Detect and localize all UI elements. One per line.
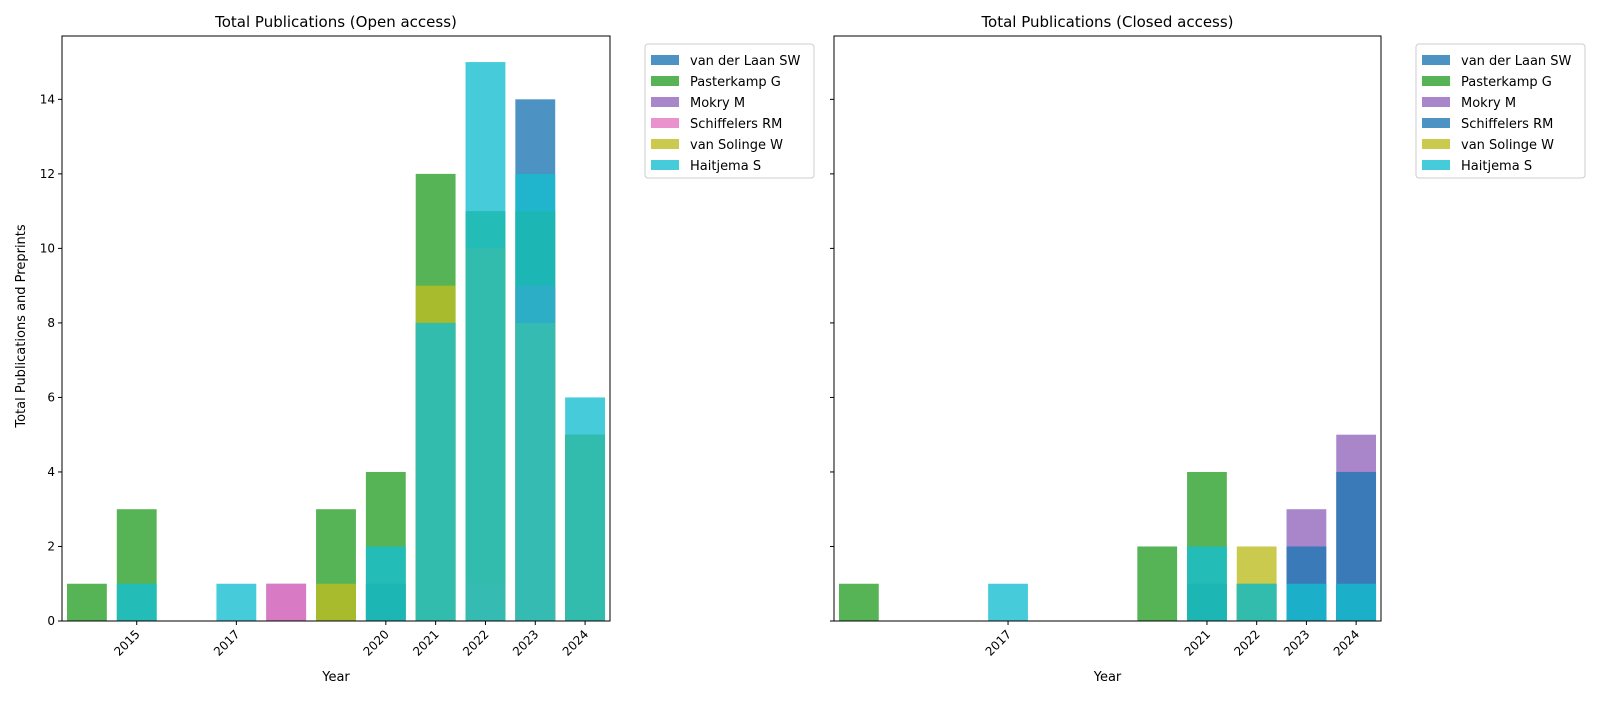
legend-swatch-schiffelers-rm — [1422, 118, 1450, 128]
legend-swatch-haitjema-s — [1422, 160, 1450, 170]
legend-box — [644, 43, 815, 179]
legend-swatch-van-solinge-w — [651, 139, 679, 149]
bar-haitjema-s-2022 — [465, 62, 506, 621]
x-axis-label: Year — [321, 670, 350, 685]
y-tick-label: 12 — [40, 167, 55, 181]
bar-haitjema-s-2015 — [116, 583, 157, 621]
x-tick-label: 2020 — [360, 627, 391, 658]
legend-swatch-van-der-laan-sw — [651, 55, 679, 65]
y-tick-label: 4 — [47, 465, 55, 479]
bar-schiffelers-rm-2018 — [266, 583, 307, 621]
legend-swatch-mokry-m — [1422, 97, 1450, 107]
y-tick-label: 14 — [40, 92, 55, 106]
legend-label-haitjema-s: Haitjema S — [690, 159, 761, 174]
bar-pasterkamp-g-2020 — [1137, 546, 1178, 621]
legend-label-van-solinge-w: van Solinge W — [690, 138, 783, 153]
bar-pasterkamp-g-2014 — [838, 583, 879, 621]
x-tick-label: 2023 — [510, 627, 541, 658]
legend-label-van-der-laan-sw: van der Laan SW — [1461, 54, 1572, 69]
legend-label-mokry-m: Mokry M — [690, 96, 745, 111]
x-tick-label: 2021 — [1182, 627, 1213, 658]
bars — [66, 62, 606, 622]
axes-frame — [833, 35, 1382, 622]
legend-swatch-pasterkamp-g — [1422, 76, 1450, 86]
legend-label-van-solinge-w: van Solinge W — [1461, 138, 1554, 153]
axes-frame — [61, 35, 611, 622]
legend-swatch-van-solinge-w — [1422, 139, 1450, 149]
legend-swatch-van-der-laan-sw — [1422, 55, 1450, 65]
bar-haitjema-s-2023 — [1286, 583, 1327, 621]
y-tick-label: 6 — [47, 390, 55, 404]
legend: van der Laan SW Pasterkamp G Mokry M Schiff… — [1415, 43, 1586, 179]
legend-swatch-haitjema-s — [651, 160, 679, 170]
x-tick-label: 2024 — [1331, 627, 1362, 658]
closed-access-panel: 2017 2021 2022 2023 2024 Total Publications (… — [830, 13, 1586, 685]
bar-haitjema-s-2020 — [365, 546, 406, 621]
bar-van-solinge-w-2019 — [316, 583, 356, 621]
chart-title: Total Publications (Open access) — [214, 13, 457, 31]
legend-swatch-pasterkamp-g — [651, 76, 679, 86]
bar-haitjema-s-2023 — [515, 173, 556, 621]
legend-swatch-mokry-m — [651, 97, 679, 107]
x-axis-label: Year — [1093, 670, 1122, 685]
legend-label-schiffelers-rm: Schiffelers RM — [1461, 117, 1553, 132]
x-tick-label: 2022 — [460, 627, 491, 658]
open-access-panel: 0 2 4 6 8 10 12 14 2015 2017 2020 2021 2022 2023 2024 T… — [40, 13, 815, 685]
legend-label-mokry-m: Mokry M — [1461, 96, 1516, 111]
y-tick-label: 10 — [40, 241, 55, 255]
legend-swatch-schiffelers-rm — [651, 118, 679, 128]
legend-label-schiffelers-rm: Schiffelers RM — [690, 117, 782, 132]
y-axis-label: Total Publications and Preprints — [14, 224, 29, 429]
bar-haitjema-s-2017 — [988, 583, 1028, 621]
bars — [838, 434, 1377, 621]
bar-haitjema-s-2017 — [216, 583, 257, 621]
bar-haitjema-s-2022 — [1236, 583, 1277, 621]
bar-haitjema-s-2021 — [415, 322, 456, 621]
x-tick-label: 2017 — [211, 627, 242, 658]
x-tick-label: 2024 — [560, 627, 591, 658]
legend-box — [1415, 43, 1586, 179]
x-tick-label: 2015 — [111, 627, 142, 658]
y-tick-label: 8 — [47, 316, 55, 330]
bar-haitjema-s-2024 — [1336, 583, 1377, 621]
x-tick-label: 2017 — [983, 627, 1014, 658]
legend-label-pasterkamp-g: Pasterkamp G — [690, 75, 781, 90]
x-tick-label: 2022 — [1231, 627, 1262, 658]
legend-label-pasterkamp-g: Pasterkamp G — [1461, 75, 1552, 90]
bar-pasterkamp-g-2014 — [66, 583, 107, 621]
x-tick-label: 2023 — [1281, 627, 1312, 658]
chart-title: Total Publications (Closed access) — [980, 13, 1233, 31]
legend-label-haitjema-s: Haitjema S — [1461, 159, 1532, 174]
x-tick-label: 2021 — [410, 627, 441, 658]
legend-label-van-der-laan-sw: van der Laan SW — [690, 54, 801, 69]
bar-haitjema-s-2024 — [565, 397, 606, 621]
bar-haitjema-s-2021 — [1187, 546, 1227, 621]
y-tick-label: 0 — [47, 614, 55, 628]
y-tick-label: 2 — [47, 539, 55, 553]
legend: van der Laan SW Pasterkamp G Mokry M Schiff… — [644, 43, 815, 179]
